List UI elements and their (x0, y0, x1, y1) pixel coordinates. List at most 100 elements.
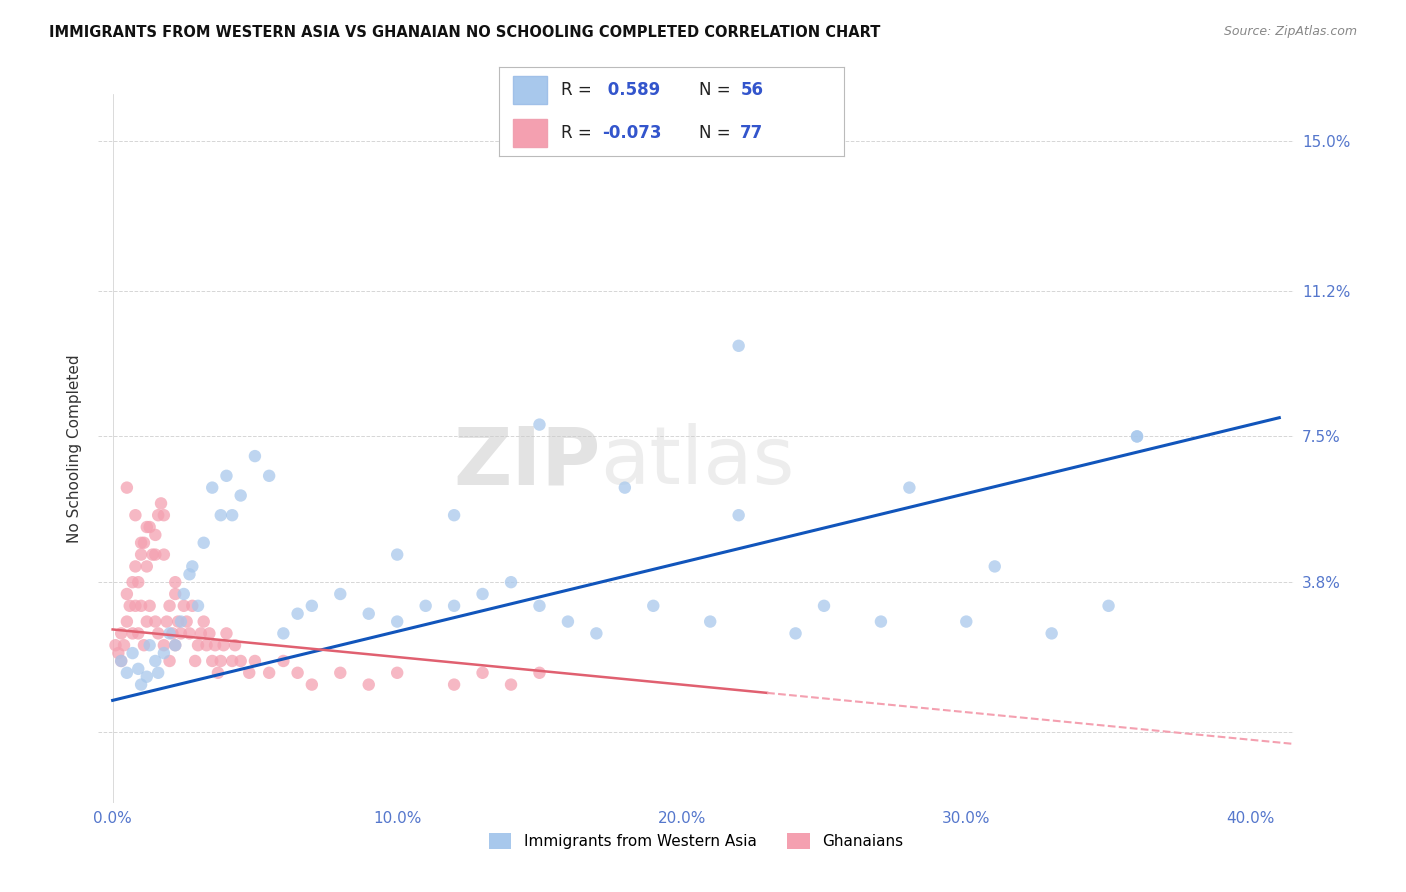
Text: 77: 77 (741, 124, 763, 142)
Point (273, 654, 295, 668)
Text: 56: 56 (741, 81, 763, 99)
Point (329, 587, 352, 601)
Point (898, 481, 921, 495)
Point (132, 535, 155, 549)
Point (141, 548, 163, 562)
Point (813, 599, 835, 613)
Point (529, 599, 551, 613)
Point (124, 559, 146, 574)
Point (143, 528, 166, 542)
Point (385, 665, 409, 680)
Point (124, 599, 146, 613)
Point (209, 654, 232, 668)
Text: N =: N = (699, 124, 735, 142)
Text: atlas: atlas (600, 424, 794, 501)
Point (121, 575, 143, 590)
Point (110, 654, 132, 668)
Point (179, 567, 201, 582)
Point (201, 654, 224, 668)
Point (984, 559, 1007, 574)
Point (110, 654, 132, 668)
Point (135, 670, 157, 684)
Point (121, 626, 143, 640)
Point (115, 665, 138, 680)
Point (215, 626, 238, 640)
Point (287, 607, 309, 621)
Text: R =: R = (561, 81, 598, 99)
Point (229, 654, 252, 668)
Point (443, 678, 465, 692)
Point (212, 638, 235, 652)
Point (153, 646, 176, 660)
Point (135, 520, 157, 534)
Point (224, 638, 246, 652)
Text: N =: N = (699, 81, 735, 99)
Point (129, 548, 152, 562)
Point (785, 626, 807, 640)
Text: ZIP: ZIP (453, 424, 600, 501)
Point (124, 508, 146, 523)
Point (955, 615, 977, 629)
Point (273, 626, 295, 640)
Point (135, 559, 157, 574)
Point (184, 654, 207, 668)
Point (204, 638, 226, 652)
Point (1040, 626, 1063, 640)
Point (471, 665, 494, 680)
Point (385, 615, 409, 629)
Point (221, 654, 243, 668)
Point (127, 626, 149, 640)
Point (443, 508, 465, 523)
Point (187, 599, 209, 613)
Point (187, 638, 209, 652)
Point (138, 638, 160, 652)
Point (193, 615, 215, 629)
Point (190, 626, 212, 640)
Point (221, 508, 243, 523)
Point (153, 548, 176, 562)
Point (209, 508, 232, 523)
Point (148, 626, 170, 640)
Point (415, 599, 437, 613)
Point (585, 626, 607, 640)
Text: 0.589: 0.589 (603, 81, 661, 99)
Point (127, 575, 149, 590)
Point (135, 615, 157, 629)
Point (143, 615, 166, 629)
Point (1126, 429, 1149, 443)
Point (173, 599, 195, 613)
Point (1126, 429, 1149, 443)
Point (110, 626, 132, 640)
FancyBboxPatch shape (513, 76, 547, 104)
Point (529, 665, 551, 680)
Point (176, 615, 198, 629)
Point (499, 678, 522, 692)
Point (727, 339, 749, 353)
Point (257, 665, 280, 680)
Point (287, 665, 309, 680)
Point (301, 678, 323, 692)
Point (195, 638, 218, 652)
Point (159, 599, 181, 613)
Text: Source: ZipAtlas.com: Source: ZipAtlas.com (1223, 25, 1357, 38)
Point (138, 520, 160, 534)
Point (170, 626, 193, 640)
Point (148, 508, 170, 523)
Point (181, 599, 204, 613)
Point (159, 626, 181, 640)
Point (104, 638, 127, 652)
Point (181, 559, 204, 574)
Legend: Immigrants from Western Asia, Ghanaians: Immigrants from Western Asia, Ghanaians (482, 827, 910, 855)
Point (179, 626, 201, 640)
Point (170, 615, 193, 629)
Point (727, 508, 749, 523)
Text: -0.073: -0.073 (603, 124, 662, 142)
Point (385, 548, 409, 562)
Point (112, 638, 135, 652)
Point (153, 638, 176, 652)
Point (118, 599, 141, 613)
Point (115, 615, 138, 629)
Point (870, 615, 893, 629)
Point (301, 599, 323, 613)
Point (121, 646, 143, 660)
